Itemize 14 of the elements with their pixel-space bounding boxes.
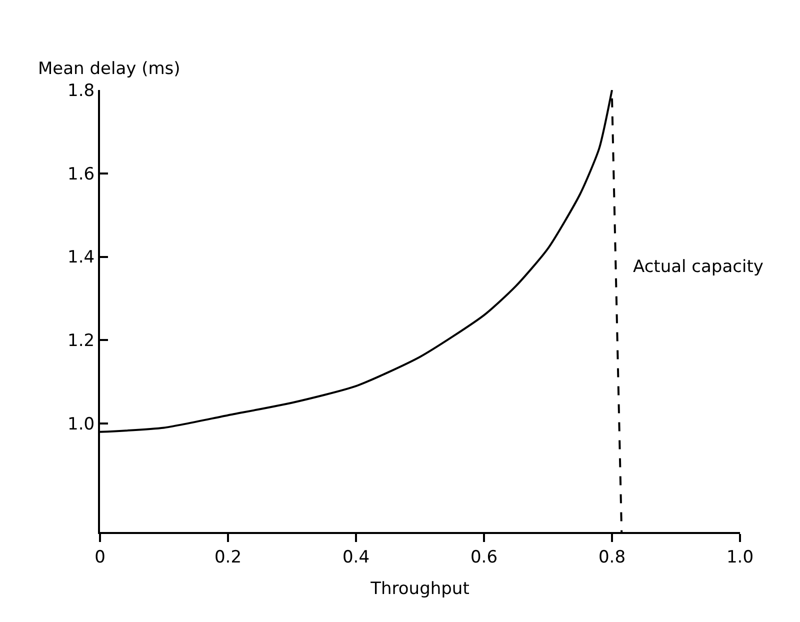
x-tick-label: 1.0 [726, 547, 754, 568]
x-axis-title: Throughput [370, 579, 470, 599]
y-axis-title: Mean delay (ms) [38, 59, 180, 79]
y-tick-label: 1.4 [68, 248, 95, 268]
x-tick-label: 0.6 [470, 547, 498, 568]
y-tick-label: 1.0 [68, 414, 95, 435]
annotation: Actual capacity [633, 257, 764, 277]
x-tick-label: 0 [94, 547, 106, 568]
y-tick-label: 1.6 [68, 164, 95, 184]
y-tick-label: 1.8 [68, 80, 95, 101]
x-tick-label: 0.2 [214, 547, 242, 568]
x-tick-label: 0.8 [598, 547, 626, 568]
y-tick-label: 1.2 [68, 331, 95, 352]
x-tick-label: 0.4 [342, 547, 370, 568]
